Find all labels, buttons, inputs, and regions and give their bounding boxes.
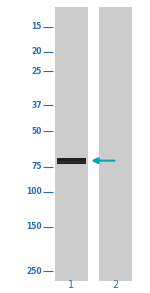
Text: 75: 75 — [32, 162, 42, 171]
Text: 20: 20 — [32, 47, 42, 56]
Text: 15: 15 — [32, 22, 42, 31]
Text: 50: 50 — [32, 127, 42, 136]
Text: 1: 1 — [68, 280, 74, 290]
Text: 25: 25 — [32, 67, 42, 76]
Bar — [99, 7, 132, 281]
Bar — [57, 161, 86, 163]
Bar — [55, 7, 88, 281]
Text: 150: 150 — [26, 222, 42, 231]
Text: 250: 250 — [26, 267, 42, 276]
Text: 100: 100 — [26, 187, 42, 196]
Bar — [57, 158, 86, 164]
Text: 37: 37 — [31, 101, 42, 110]
Text: 2: 2 — [112, 280, 119, 290]
